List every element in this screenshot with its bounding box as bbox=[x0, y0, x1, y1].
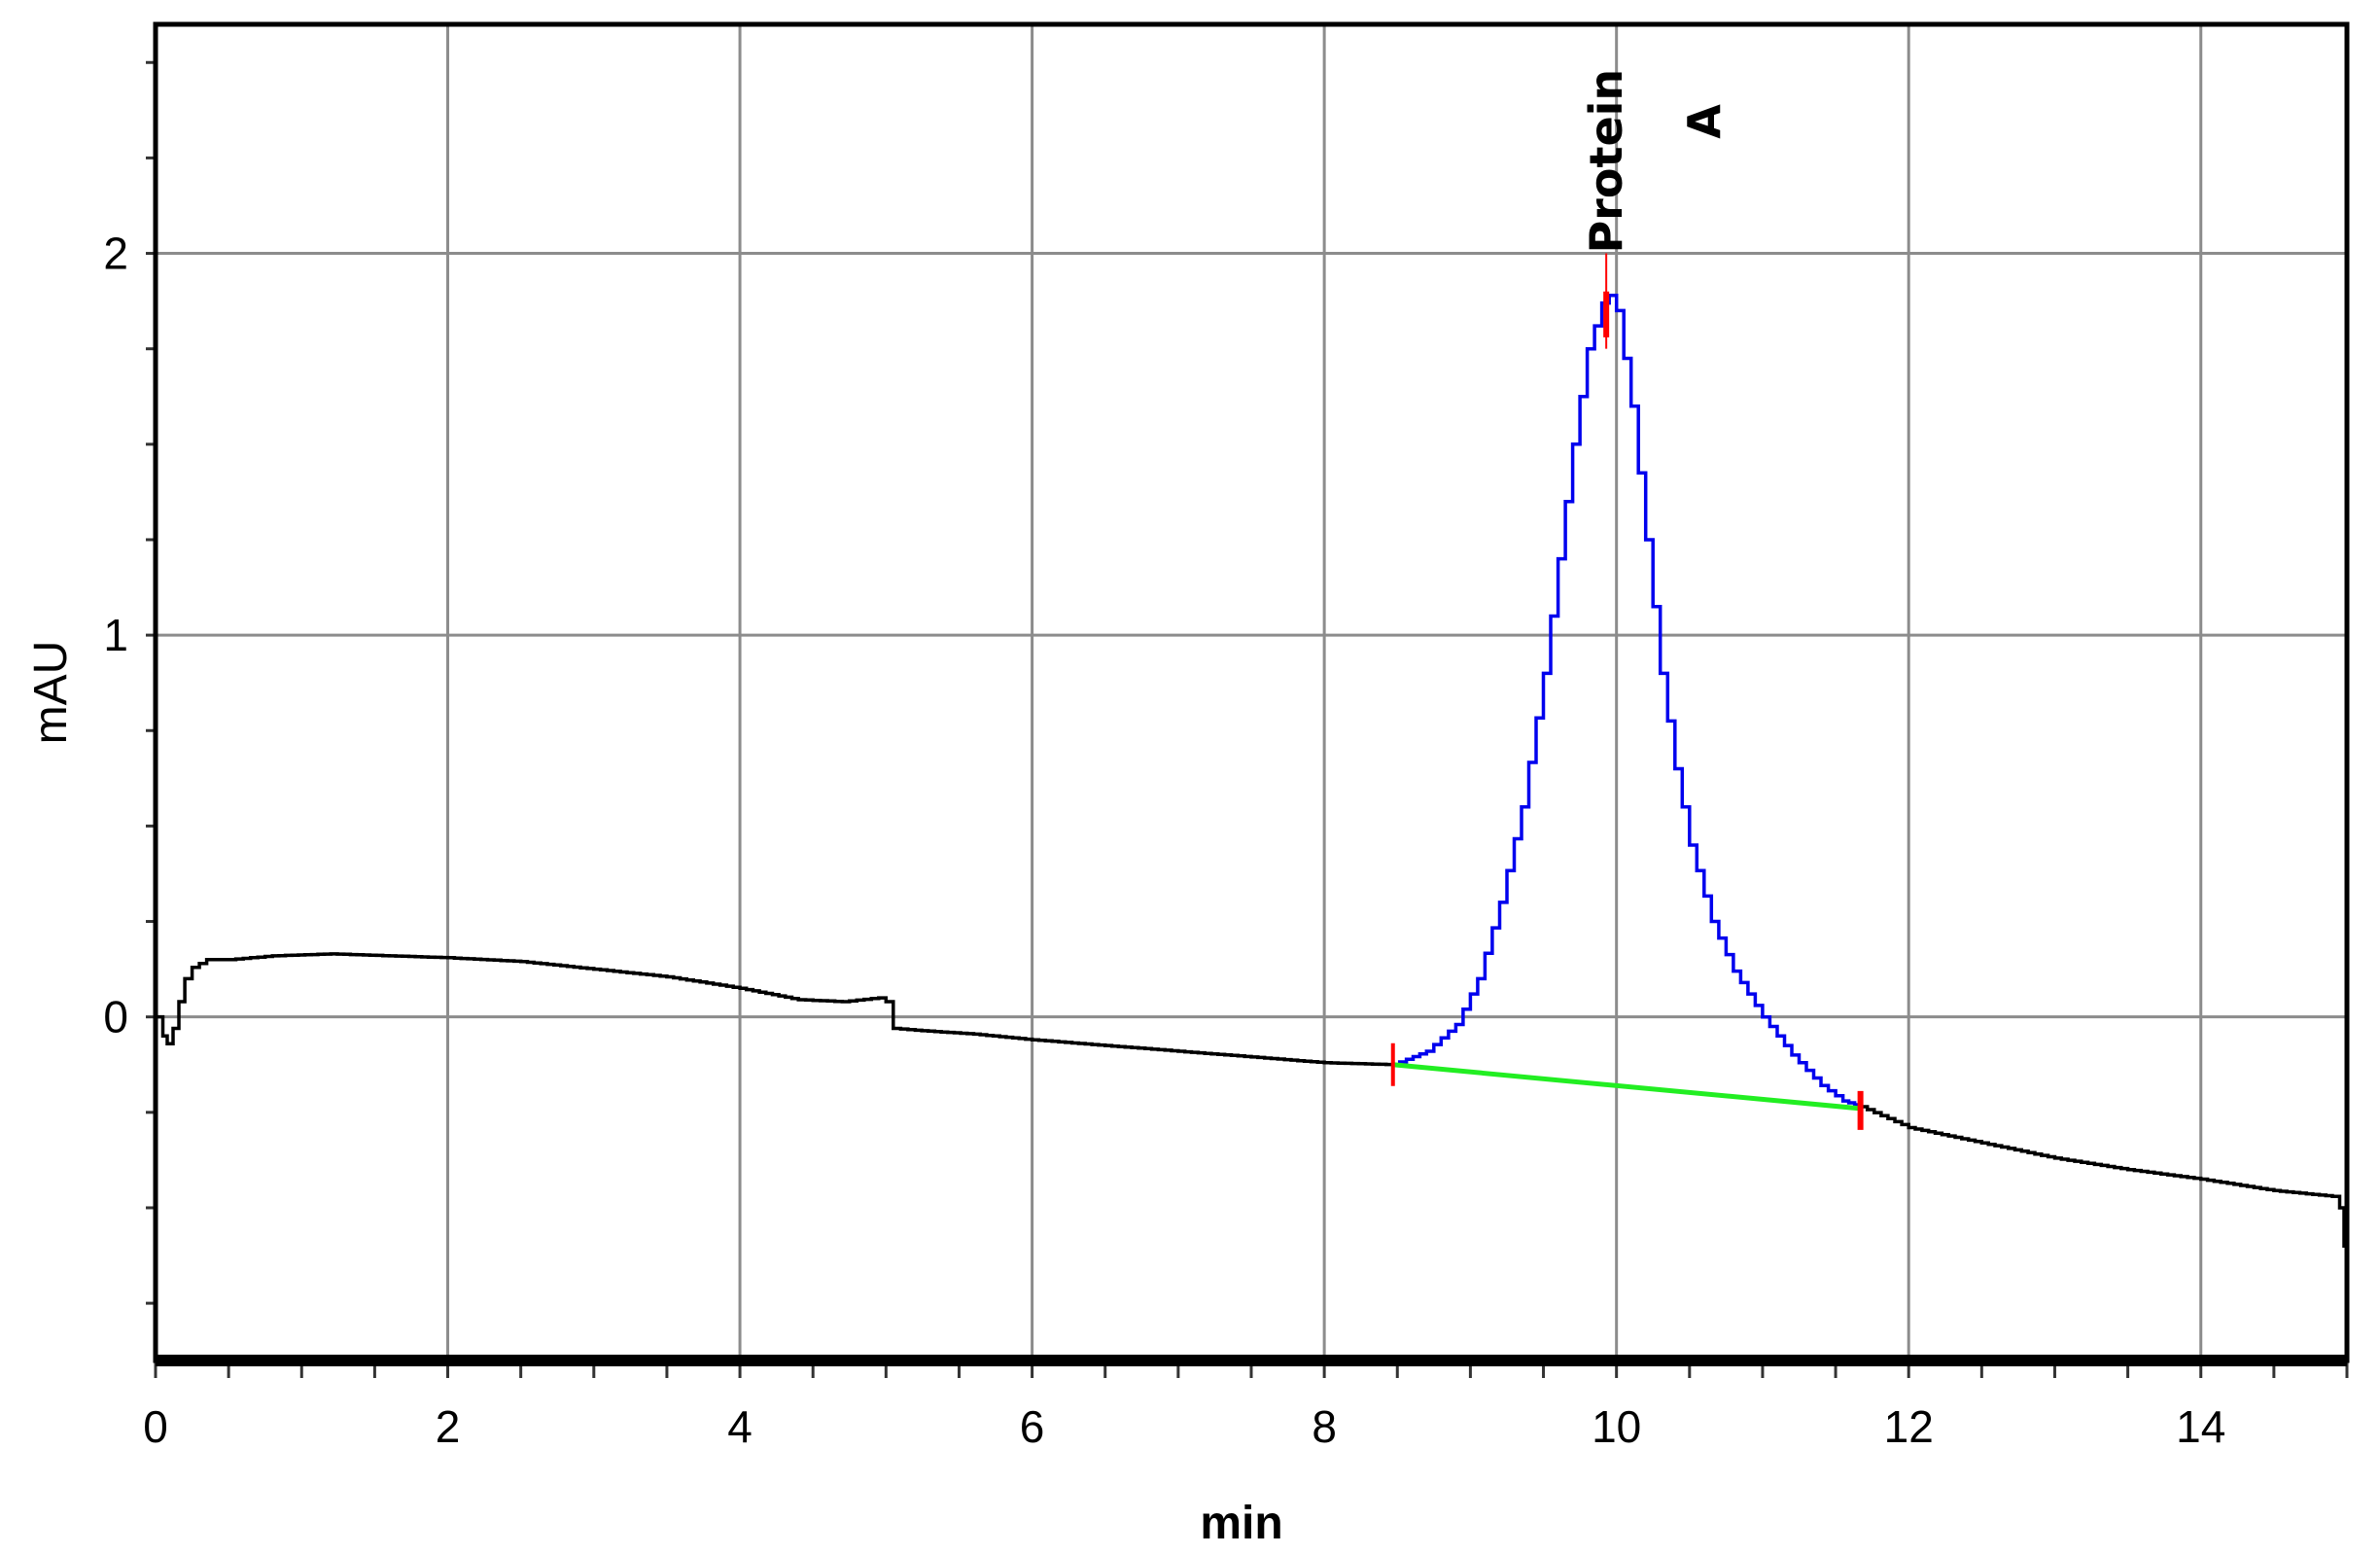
x-tick-label: 4 bbox=[727, 1401, 752, 1452]
peak-annotations: Protein A bbox=[1580, 69, 1731, 254]
x-tick-label: 6 bbox=[1020, 1401, 1045, 1452]
x-tick-label: 14 bbox=[2176, 1401, 2225, 1452]
x-tick-label: 12 bbox=[1884, 1401, 1934, 1452]
y-tick-label: 2 bbox=[103, 229, 128, 279]
x-tick-labels: 0 2 4 6 8 10 12 14 bbox=[143, 1401, 2225, 1452]
trace-line bbox=[156, 952, 1395, 1067]
y-tick-label: 0 bbox=[103, 992, 128, 1043]
x-tick-label: 2 bbox=[436, 1401, 461, 1452]
trace-line bbox=[1860, 1105, 2349, 1269]
series-layer bbox=[156, 293, 2349, 1269]
x-tick-label: 10 bbox=[1592, 1401, 1641, 1452]
trace-line bbox=[1392, 293, 1863, 1107]
y-axis-label: mAU bbox=[25, 641, 77, 745]
grid-lines bbox=[154, 24, 2347, 1361]
peak-label-text: A bbox=[1678, 104, 1731, 139]
x-tick-label: 8 bbox=[1312, 1401, 1337, 1452]
peak-label-text: Protein bbox=[1580, 69, 1632, 254]
x-axis-label: min bbox=[1200, 1498, 1282, 1549]
y-tick-label: 1 bbox=[103, 610, 128, 660]
y-tick-labels: 0 1 2 bbox=[103, 229, 128, 1043]
peak-markers-layer bbox=[1390, 253, 1864, 1130]
minor-ticks bbox=[146, 60, 2349, 1378]
integration-baseline bbox=[1392, 1062, 1861, 1112]
plot-frame bbox=[153, 21, 2350, 1363]
x-tick-label: 0 bbox=[143, 1401, 168, 1452]
